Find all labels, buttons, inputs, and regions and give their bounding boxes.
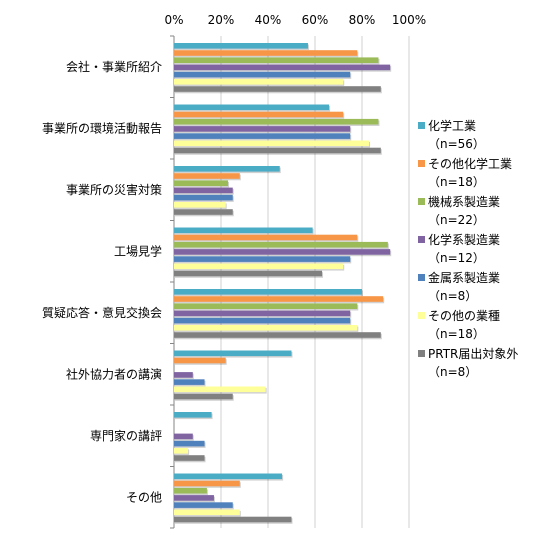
legend-sublabel: （n=56） <box>428 137 485 151</box>
legend-label: PRTR届出対象外 <box>428 347 518 361</box>
x-tick-label: 80% <box>349 13 376 27</box>
bar <box>174 310 351 317</box>
bar <box>174 325 358 331</box>
bar <box>174 180 229 186</box>
bar <box>174 187 233 194</box>
legend-swatch <box>418 236 425 243</box>
bar <box>174 209 233 215</box>
bar <box>174 140 370 147</box>
bar <box>174 502 233 508</box>
legend-swatch <box>418 198 425 205</box>
bar <box>174 71 351 78</box>
bar <box>174 516 292 523</box>
bar <box>174 317 351 324</box>
bar <box>174 256 351 262</box>
category-label: 事業所の災害対策 <box>66 182 162 197</box>
bar <box>174 289 362 295</box>
category-label: 質疑応答・意見交換会 <box>42 305 162 320</box>
category-label: 社外協力者の講演 <box>66 366 162 381</box>
bar <box>174 126 351 132</box>
bar <box>174 194 233 201</box>
bar <box>174 43 308 49</box>
legend-swatch <box>418 274 425 281</box>
x-tick-label: 20% <box>208 13 235 27</box>
plot-area: 0% 20% 40% 60% 80% 100% 会社・事業所紹介事業所の環境活動報告事業所の… <box>42 13 426 529</box>
legend-sublabel: （n=12） <box>428 251 485 265</box>
bar <box>174 440 205 447</box>
bar <box>174 379 205 385</box>
legend-sublabel: （n=18） <box>428 327 485 341</box>
bar <box>174 480 240 487</box>
bar <box>174 79 344 85</box>
bar <box>174 111 344 118</box>
bar <box>174 393 233 400</box>
bar <box>174 455 205 461</box>
legend-label: 金属系製造業 <box>428 270 500 285</box>
legend-swatch <box>418 160 425 167</box>
legend-swatch <box>418 122 425 129</box>
legend-swatch <box>418 312 425 319</box>
category-label: 会社・事業所紹介 <box>66 59 162 74</box>
bar <box>174 350 292 357</box>
legend-sublabel: （n=18） <box>428 175 485 189</box>
x-tick-label: 100% <box>392 13 426 27</box>
bar <box>174 64 391 71</box>
bar <box>174 118 379 125</box>
bar <box>174 249 391 255</box>
legend-sublabel: （n=8） <box>428 289 477 303</box>
bar <box>174 50 358 56</box>
x-tick-label: 40% <box>255 13 282 27</box>
legend-label: その他化学工業 <box>428 156 512 171</box>
x-tick-label: 0% <box>164 13 183 27</box>
bar <box>174 147 381 154</box>
bar <box>174 448 189 454</box>
x-tick-label: 60% <box>302 13 329 27</box>
category-label: その他 <box>126 490 162 504</box>
legend-sublabel: （n=22） <box>428 213 485 227</box>
category-label: 専門家の講評 <box>90 428 162 443</box>
category-label: 工場見学 <box>114 243 162 258</box>
bar <box>174 202 226 208</box>
bar <box>174 173 240 179</box>
bar <box>174 296 384 302</box>
bar <box>174 133 351 139</box>
bar <box>174 332 381 338</box>
bar <box>174 86 381 92</box>
bar <box>174 412 212 418</box>
legend: 化学工業 （n=56） その他化学工業 （n=18） 機械系製造業 （n=22） 化学系製造… <box>418 118 518 379</box>
bar <box>174 433 193 440</box>
bar <box>174 104 330 111</box>
legend-sublabel: （n=8） <box>428 365 477 379</box>
bar <box>174 166 280 172</box>
legend-label: その他の業種 <box>428 309 500 323</box>
legend-label: 機械系製造業 <box>428 194 500 209</box>
category-label: 事業所の環境活動報告 <box>42 120 162 135</box>
bar <box>174 270 323 277</box>
bar <box>174 473 283 480</box>
bar <box>174 495 214 501</box>
legend-swatch <box>418 350 425 357</box>
legend-label: 化学系製造業 <box>428 232 500 247</box>
bar <box>174 357 226 364</box>
bar <box>174 234 358 241</box>
bar <box>174 372 193 378</box>
bar <box>174 386 266 393</box>
bar <box>174 263 344 270</box>
bar <box>174 241 388 248</box>
bar <box>174 509 240 516</box>
bar <box>174 487 207 494</box>
bar <box>174 227 313 234</box>
legend-label: 化学工業 <box>428 118 476 133</box>
bar <box>174 57 379 63</box>
bar <box>174 303 358 309</box>
